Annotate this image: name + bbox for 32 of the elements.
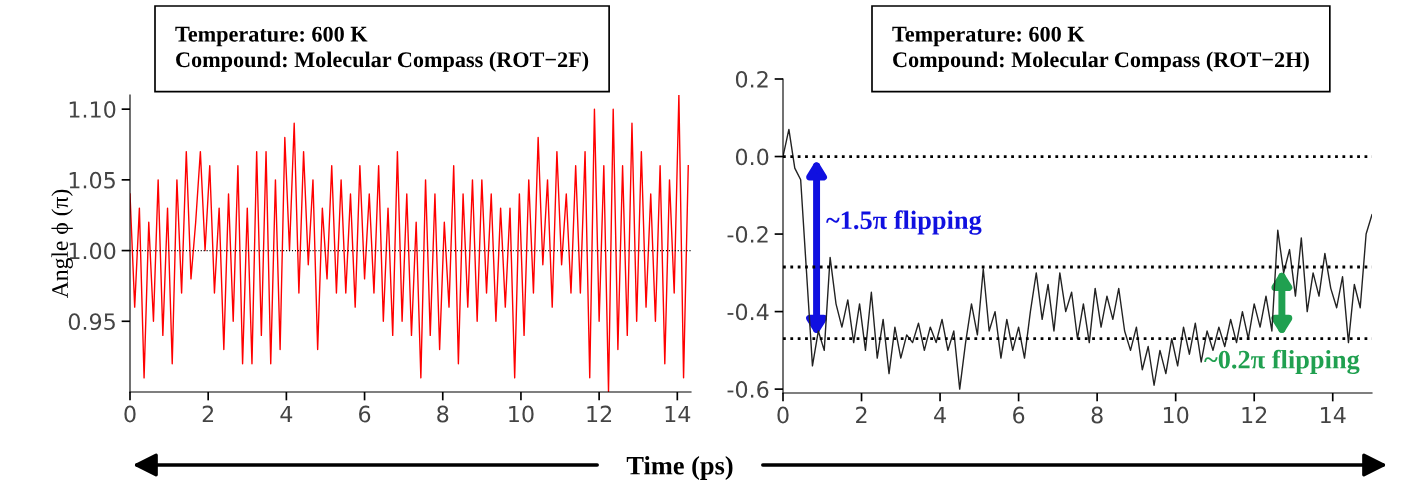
chart-subtitle: Compound: Molecular Compass (ROT−2H) (893, 51, 1309, 72)
chart-subtitle: Compound: Molecular Compass (ROT−2F) (176, 51, 589, 72)
x-tick-label: 0 (777, 406, 789, 424)
y-tick-label: 0.2 (735, 70, 768, 88)
x-tick-label: 2 (202, 405, 214, 423)
x-tick-label: 10 (509, 405, 534, 423)
y-tick-label: 0.95 (68, 313, 115, 331)
x-tick-label: 0 (124, 405, 136, 423)
annotation: ~1.5π flipping (826, 210, 982, 235)
x-tick-label: 6 (1013, 406, 1025, 424)
line-series (783, 128, 1372, 390)
x-tick-label: 8 (1091, 406, 1103, 424)
x-axis-title: Time (ps) (626, 456, 733, 480)
x-tick-label: 12 (1242, 406, 1267, 424)
x-tick-label: 8 (437, 405, 449, 423)
y-tick-label: -0.6 (727, 381, 769, 398)
x-tick-label: 6 (359, 405, 371, 423)
x-tick-label: 12 (587, 405, 612, 423)
y-tick-label: 0.0 (735, 148, 769, 166)
x-tick-label: 4 (934, 406, 946, 424)
x-tick-label: 4 (280, 405, 293, 423)
x-tick-label: 14 (1321, 406, 1346, 424)
chart-title: Temperature: 600 K (892, 26, 1085, 47)
chart-title: Temperature: 600 K (175, 26, 368, 47)
x-tick-label: 2 (856, 406, 867, 424)
y-tick-label: -0.4 (727, 303, 769, 321)
y-tick-label: -0.2 (727, 226, 768, 243)
annotation: ~0.2π flipping (1204, 349, 1360, 375)
y-tick-label: 1.05 (69, 171, 115, 189)
y-tick-label: 1.10 (69, 101, 116, 118)
x-tick-label: 10 (1163, 406, 1189, 424)
x-tick-label: 14 (665, 405, 691, 423)
